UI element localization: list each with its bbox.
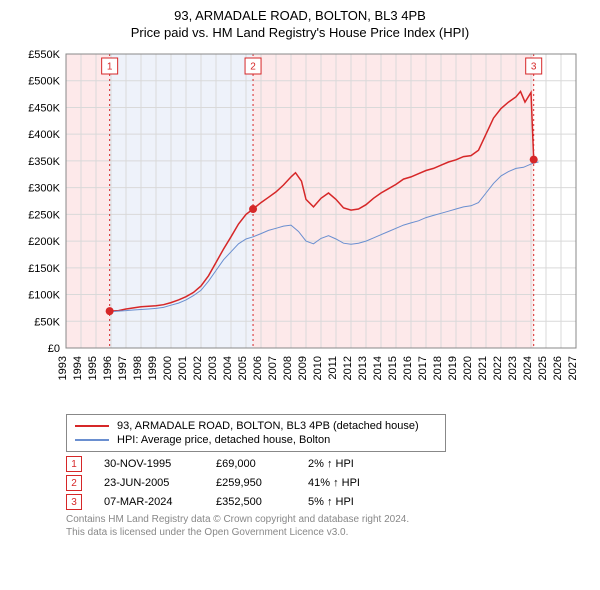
svg-text:2026: 2026 — [552, 356, 564, 380]
svg-text:£250K: £250K — [28, 209, 60, 221]
sale-date: 23-JUN-2005 — [104, 477, 194, 489]
sale-price: £352,500 — [216, 496, 286, 508]
svg-text:1: 1 — [107, 61, 113, 72]
svg-text:1993: 1993 — [57, 356, 69, 380]
svg-text:2000: 2000 — [162, 356, 174, 380]
legend-box: 93, ARMADALE ROAD, BOLTON, BL3 4PB (deta… — [66, 414, 446, 453]
sale-row: 2 23-JUN-2005 £259,950 41% ↑ HPI — [66, 475, 582, 491]
legend-label: 93, ARMADALE ROAD, BOLTON, BL3 4PB (deta… — [117, 419, 419, 433]
title-subtitle: Price paid vs. HM Land Registry's House … — [18, 25, 582, 42]
line-chart: £0 £50K £100K £150K £200K £250K £300K £350K £400… — [18, 48, 582, 408]
svg-text:2019: 2019 — [447, 356, 459, 380]
legend-label: HPI: Average price, detached house, Bolt… — [117, 433, 330, 447]
svg-text:£550K: £550K — [28, 49, 60, 61]
svg-text:£50K: £50K — [34, 316, 60, 328]
svg-text:£300K: £300K — [28, 182, 60, 194]
sale-marker-icon: 1 — [66, 456, 82, 472]
svg-text:2017: 2017 — [417, 356, 429, 380]
sale-date: 07-MAR-2024 — [104, 496, 194, 508]
sale-date: 30-NOV-1995 — [104, 458, 194, 470]
sale-price: £259,950 — [216, 477, 286, 489]
svg-text:£400K: £400K — [28, 129, 60, 141]
sale-price: £69,000 — [216, 458, 286, 470]
svg-text:2025: 2025 — [537, 356, 549, 380]
svg-text:£150K: £150K — [28, 263, 60, 275]
svg-text:£0: £0 — [48, 343, 60, 355]
svg-text:2: 2 — [250, 61, 256, 72]
svg-text:1999: 1999 — [147, 356, 159, 380]
svg-text:2015: 2015 — [387, 356, 399, 380]
svg-text:1994: 1994 — [72, 356, 84, 380]
sale-delta: 2% ↑ HPI — [308, 458, 388, 470]
svg-text:£100K: £100K — [28, 289, 60, 301]
svg-text:1996: 1996 — [102, 356, 114, 380]
legend-item-hpi: HPI: Average price, detached house, Bolt… — [75, 433, 437, 447]
svg-text:2005: 2005 — [237, 356, 249, 380]
svg-text:2024: 2024 — [522, 356, 534, 380]
svg-text:2023: 2023 — [507, 356, 519, 380]
footer-line: This data is licensed under the Open Gov… — [66, 527, 582, 540]
svg-text:1995: 1995 — [87, 356, 99, 380]
svg-text:2027: 2027 — [567, 356, 579, 380]
title-address: 93, ARMADALE ROAD, BOLTON, BL3 4PB — [18, 8, 582, 25]
svg-text:2013: 2013 — [357, 356, 369, 380]
svg-text:2012: 2012 — [342, 356, 354, 380]
sale-delta: 41% ↑ HPI — [308, 477, 388, 489]
chart-container: 93, ARMADALE ROAD, BOLTON, BL3 4PB Price… — [0, 0, 600, 590]
svg-text:2016: 2016 — [402, 356, 414, 380]
sale-marker-icon: 3 — [66, 494, 82, 510]
svg-text:2008: 2008 — [282, 356, 294, 380]
svg-text:£500K: £500K — [28, 76, 60, 88]
svg-text:2006: 2006 — [252, 356, 264, 380]
legend-item-price-paid: 93, ARMADALE ROAD, BOLTON, BL3 4PB (deta… — [75, 419, 437, 433]
svg-text:2020: 2020 — [462, 356, 474, 380]
svg-text:2007: 2007 — [267, 356, 279, 380]
svg-text:2010: 2010 — [312, 356, 324, 380]
legend-swatch — [75, 425, 109, 427]
sale-row: 1 30-NOV-1995 £69,000 2% ↑ HPI — [66, 456, 582, 472]
svg-text:1997: 1997 — [117, 356, 129, 380]
sales-table: 1 30-NOV-1995 £69,000 2% ↑ HPI 2 23-JUN-… — [66, 456, 582, 510]
svg-text:2021: 2021 — [477, 356, 489, 380]
sale-marker-icon: 2 — [66, 475, 82, 491]
footer-line: Contains HM Land Registry data © Crown c… — [66, 514, 582, 527]
svg-text:£200K: £200K — [28, 236, 60, 248]
svg-text:2022: 2022 — [492, 356, 504, 380]
chart-area: £0 £50K £100K £150K £200K £250K £300K £350K £400… — [18, 48, 582, 408]
svg-text:2014: 2014 — [372, 356, 384, 380]
svg-text:£450K: £450K — [28, 102, 60, 114]
legend-swatch — [75, 439, 109, 441]
svg-text:2003: 2003 — [207, 356, 219, 380]
svg-text:1998: 1998 — [132, 356, 144, 380]
svg-text:2011: 2011 — [327, 356, 339, 380]
svg-text:£350K: £350K — [28, 156, 60, 168]
svg-text:2002: 2002 — [192, 356, 204, 380]
footer-attribution: Contains HM Land Registry data © Crown c… — [66, 514, 582, 539]
sale-row: 3 07-MAR-2024 £352,500 5% ↑ HPI — [66, 494, 582, 510]
svg-text:2009: 2009 — [297, 356, 309, 380]
sale-delta: 5% ↑ HPI — [308, 496, 388, 508]
svg-text:2018: 2018 — [432, 356, 444, 380]
svg-text:3: 3 — [531, 61, 537, 72]
svg-text:2001: 2001 — [177, 356, 189, 380]
svg-text:2004: 2004 — [222, 356, 234, 380]
